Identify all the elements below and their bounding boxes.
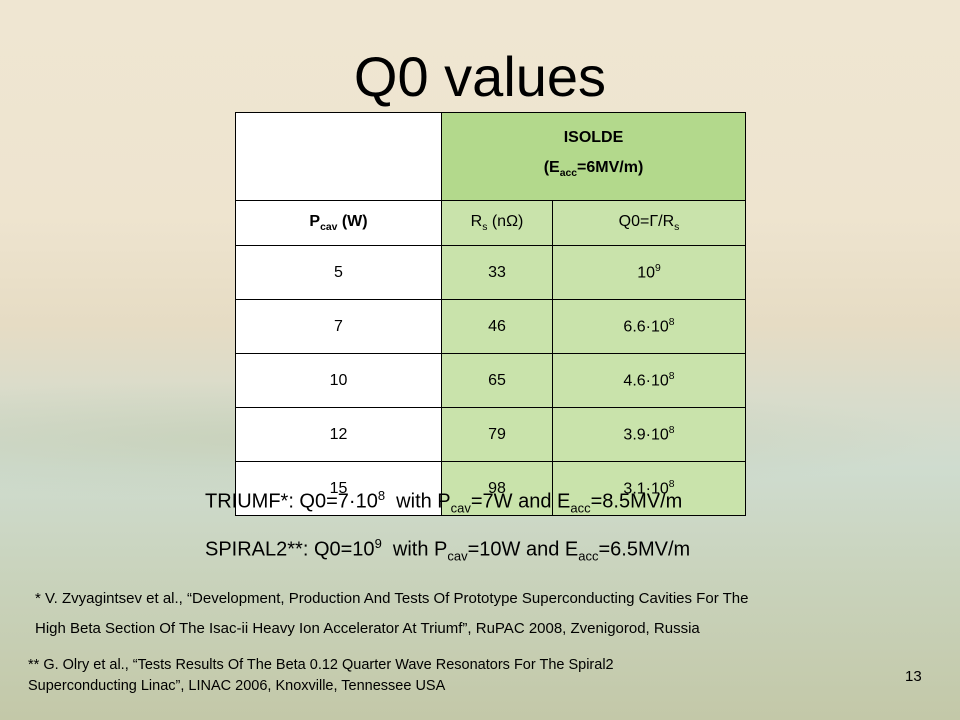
text-run: 3.1·10 bbox=[623, 480, 669, 498]
text-run: =7W and E bbox=[470, 490, 571, 513]
subscript: acc bbox=[578, 548, 599, 564]
group-header: ISOLDE (Eacc=6MV/m) bbox=[441, 112, 746, 201]
subscript: cav bbox=[447, 548, 468, 564]
note: TRIUMF*: Q0=7·108 with Pcav=7W and Eacc=… bbox=[205, 488, 682, 516]
table-cell: 46 bbox=[441, 299, 553, 354]
table-row: 5 33 109 bbox=[235, 245, 746, 300]
superscript: 9 bbox=[655, 262, 661, 274]
table-cell: 12 bbox=[235, 407, 442, 462]
text-run: 6.6·10 bbox=[623, 318, 669, 336]
footnote-line: High Beta Section Of The Isac-ii Heavy I… bbox=[35, 620, 700, 637]
superscript: 9 bbox=[374, 536, 382, 551]
table-cell: 98 bbox=[441, 461, 553, 516]
text-run: R bbox=[470, 212, 483, 230]
text-run: with P bbox=[381, 538, 448, 561]
subscript: s bbox=[674, 222, 680, 234]
table-cell: 79 bbox=[441, 407, 553, 462]
table-cell: 5 bbox=[235, 245, 442, 300]
text-run: (E bbox=[543, 159, 560, 177]
q0-table: ISOLDE (Eacc=6MV/m) Pcav (W) Rs (nΩ) Q0=Γ/… bbox=[235, 112, 746, 516]
text-run: =8.5MV/m bbox=[590, 490, 683, 513]
group-name: ISOLDE bbox=[563, 129, 624, 147]
text-run: 4.6·10 bbox=[623, 372, 669, 390]
table-row: 15 98 3.1·108 bbox=[235, 461, 746, 516]
text-run: =6.5MV/m bbox=[598, 538, 691, 561]
group-condition: (Eacc=6MV/m) bbox=[442, 153, 745, 189]
table-cell: 10 bbox=[235, 353, 442, 408]
subscript: acc bbox=[559, 168, 578, 180]
column-header: Q0=Γ/Rs bbox=[552, 200, 746, 246]
slide-title: Q0 values bbox=[353, 45, 607, 108]
footnote-line: ** G. Olry et al., “Tests Results Of The… bbox=[28, 657, 614, 673]
subscript: cav bbox=[450, 500, 471, 516]
column-header: Pcav (W) bbox=[235, 200, 442, 246]
table-row: 12 79 3.9·108 bbox=[235, 407, 746, 462]
text-run: =10W and E bbox=[467, 538, 579, 561]
page-number: 13 bbox=[905, 668, 922, 685]
subscript: s bbox=[482, 222, 488, 234]
empty-cell bbox=[235, 112, 442, 201]
superscript: 8 bbox=[668, 370, 675, 382]
table-cell: 7 bbox=[235, 299, 442, 354]
table-cell: 6.6·108 bbox=[552, 299, 746, 354]
text-run: SPIRAL2**: Q0=10 bbox=[205, 538, 375, 561]
table-cell: 3.1·108 bbox=[552, 461, 746, 516]
text-run: with P bbox=[385, 490, 451, 513]
text-run: (nΩ) bbox=[487, 212, 524, 230]
subscript: acc bbox=[570, 500, 591, 516]
table-row: 10 65 4.6·108 bbox=[235, 353, 746, 408]
table-cell: 4.6·108 bbox=[552, 353, 746, 408]
table-cell: 109 bbox=[552, 245, 746, 300]
superscript: 8 bbox=[668, 424, 675, 436]
text-run: TRIUMF*: Q0=7·10 bbox=[205, 490, 378, 513]
superscript: 8 bbox=[668, 478, 675, 490]
table-row: 7 46 6.6·108 bbox=[235, 299, 746, 354]
superscript: 8 bbox=[668, 316, 675, 328]
text-run: P bbox=[309, 212, 321, 230]
text-run: =6MV/m) bbox=[577, 159, 644, 177]
subscript: cav bbox=[320, 222, 338, 234]
table-cell: 3.9·108 bbox=[552, 407, 746, 462]
table-cell: 15 bbox=[235, 461, 442, 516]
table-cell: 33 bbox=[441, 245, 553, 300]
note: SPIRAL2**: Q0=109 with Pcav=10W and Eacc… bbox=[205, 536, 690, 564]
text-run: 3.9·10 bbox=[623, 426, 669, 444]
footnote-line: Superconducting Linac”, LINAC 2006, Knox… bbox=[28, 678, 446, 694]
text-run: 10 bbox=[637, 264, 655, 282]
text-run: (W) bbox=[337, 212, 368, 230]
text-run: Q0=Γ/R bbox=[618, 212, 675, 230]
column-header: Rs (nΩ) bbox=[441, 200, 553, 246]
table-cell: 65 bbox=[441, 353, 553, 408]
superscript: 8 bbox=[377, 488, 386, 503]
footnote-line: * V. Zvyagintsev et al., “Development, P… bbox=[35, 590, 749, 607]
